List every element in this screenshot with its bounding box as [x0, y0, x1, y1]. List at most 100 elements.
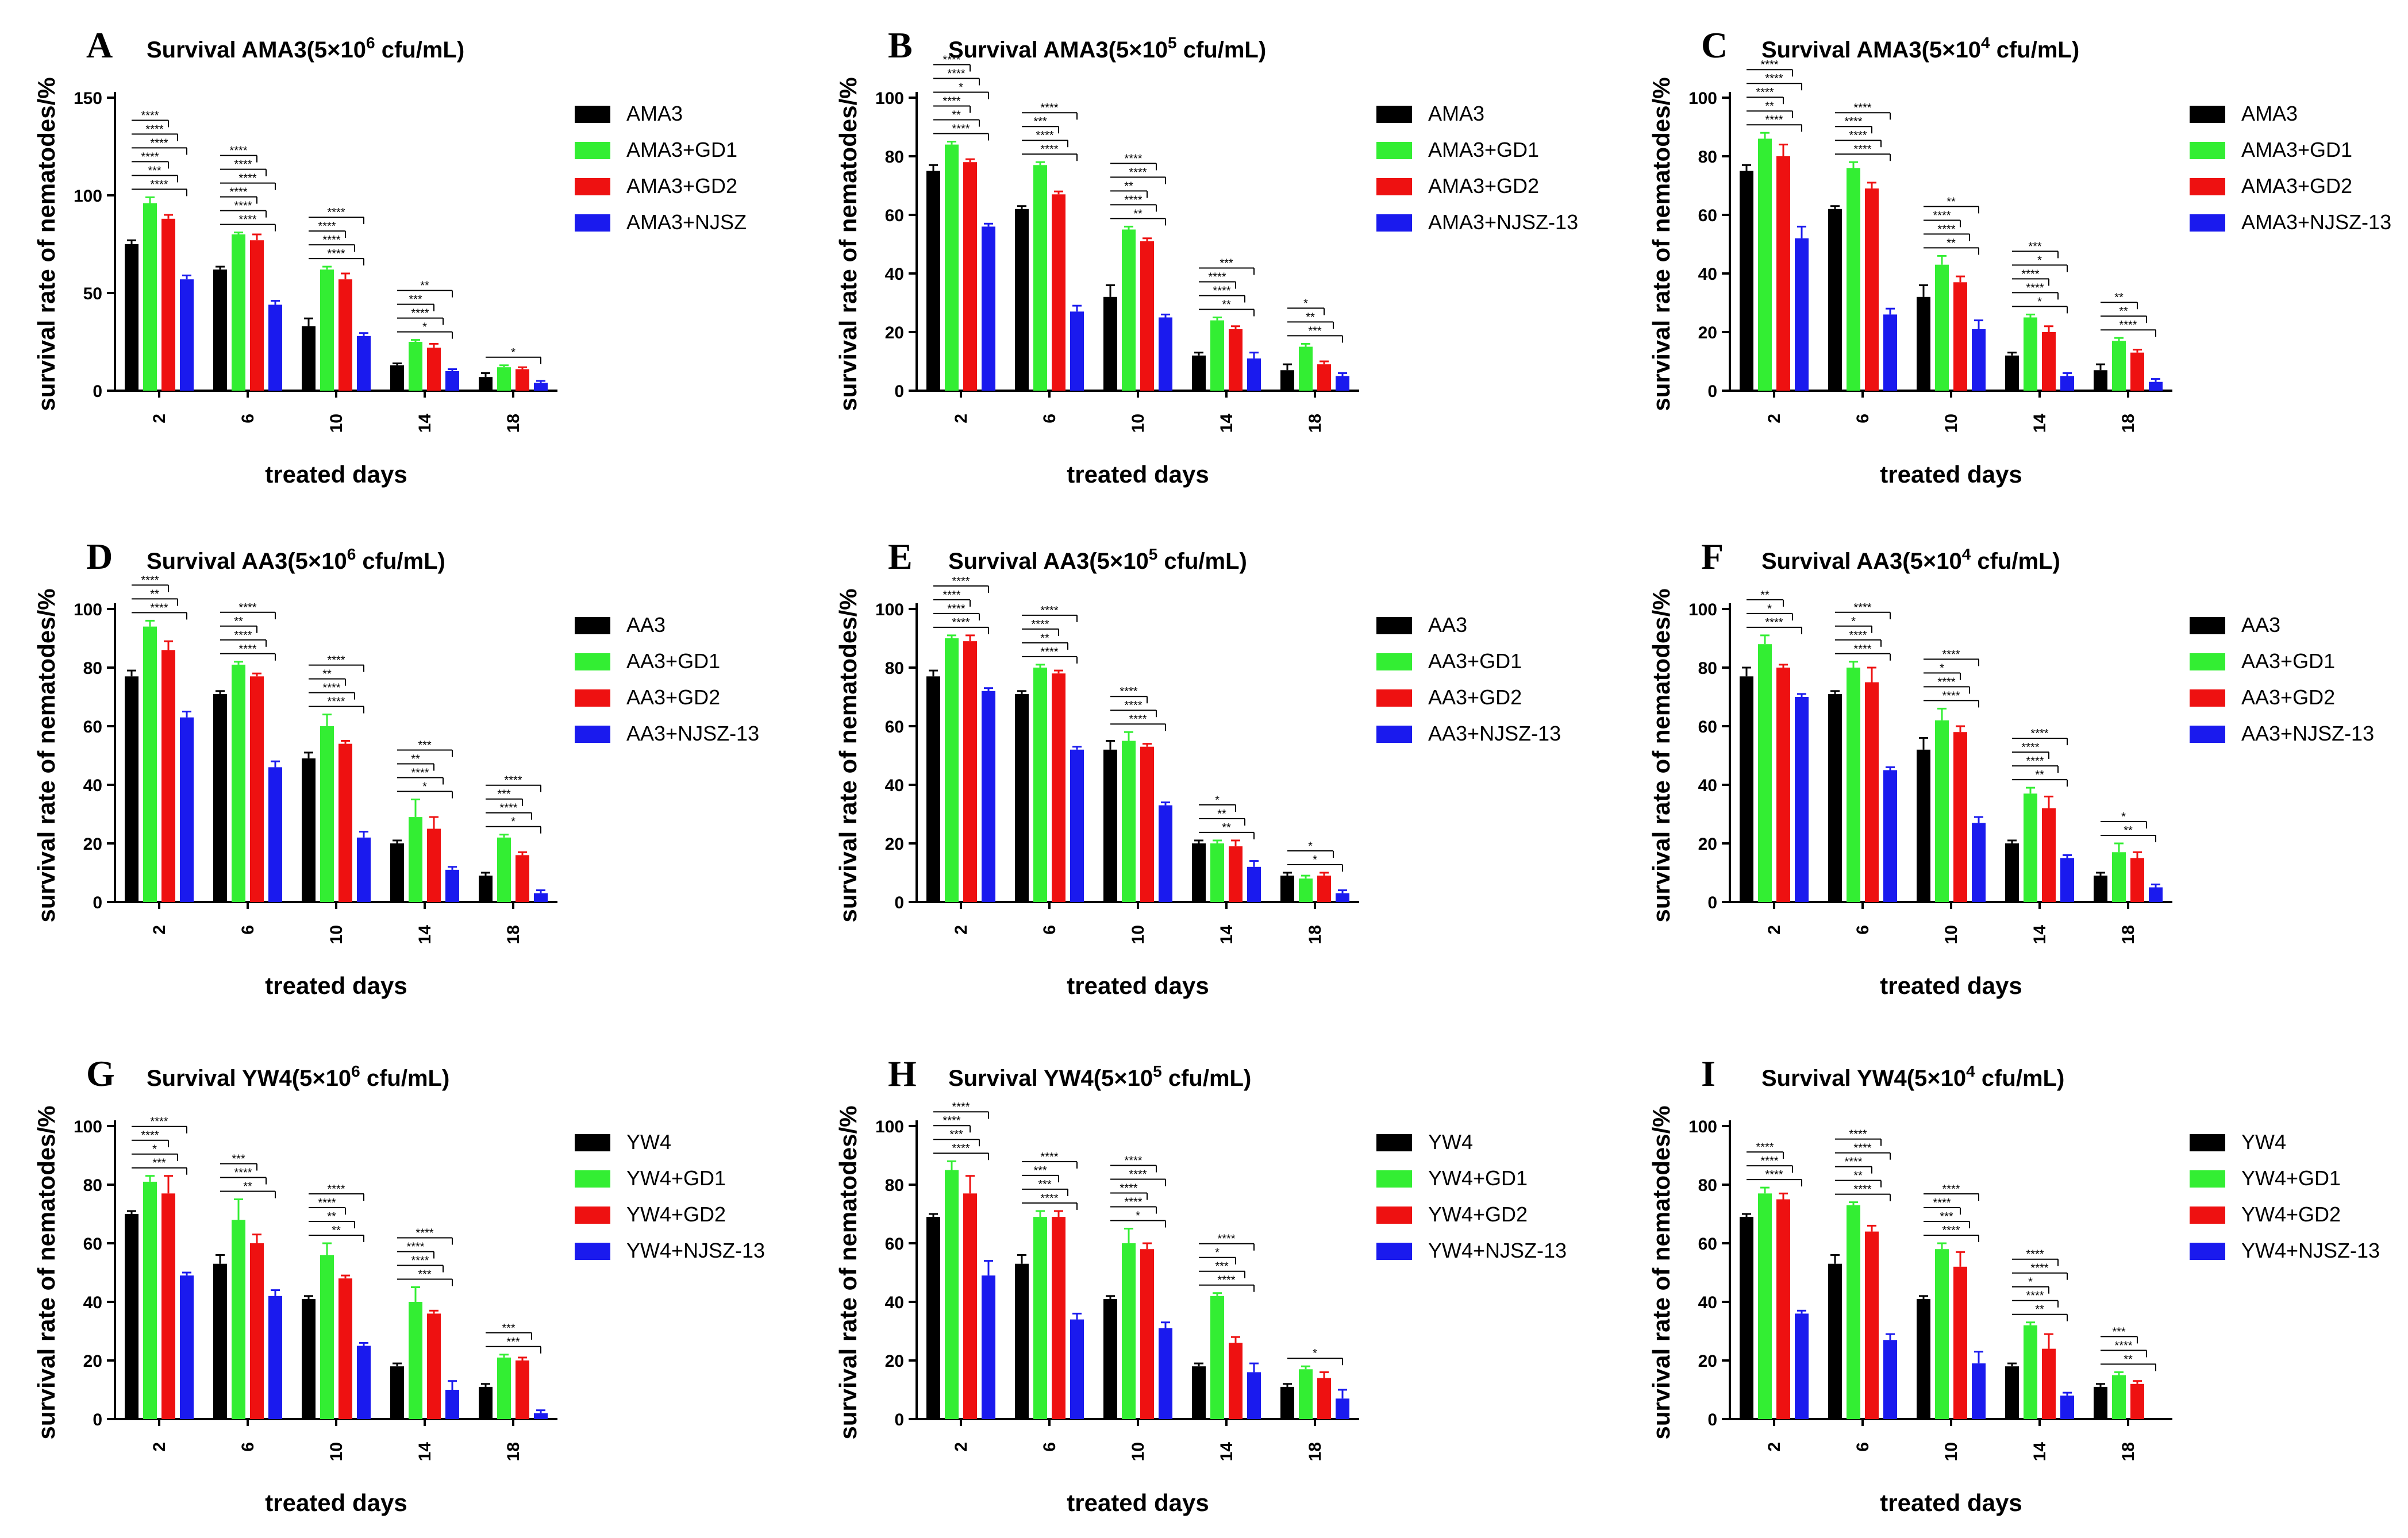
bar: [445, 371, 459, 391]
x-tick-label: 14: [2030, 925, 2049, 945]
x-axis-label: treated days: [1067, 972, 1209, 999]
significance-label: ****: [1213, 285, 1230, 298]
significance-label: *: [2028, 1276, 2033, 1289]
y-tick-label: 0: [93, 1410, 102, 1429]
legend-label: AMA3+GD1: [1428, 138, 1539, 161]
significance-label: ****: [1853, 143, 1871, 156]
bar: [1122, 1243, 1136, 1419]
significance-label: *: [1313, 1347, 1317, 1360]
significance-label: ****: [1849, 1128, 1867, 1141]
significance-label: ****: [1756, 86, 1774, 99]
bar: [516, 855, 529, 902]
bar: [338, 743, 352, 902]
bar: [180, 1275, 194, 1419]
significance-label: **: [2035, 1304, 2044, 1316]
significance-label: ****: [2030, 727, 2048, 740]
bar: [1192, 843, 1206, 902]
significance-label: ****: [2030, 1262, 2048, 1275]
bar: [1229, 1343, 1243, 1419]
bar: [963, 162, 977, 391]
bar: [1935, 264, 1949, 391]
legend-label: AA3: [1428, 613, 1467, 637]
y-tick-label: 60: [1698, 1235, 1717, 1254]
bar: [497, 837, 511, 902]
legend-swatch: [2190, 1206, 2225, 1224]
y-tick-label: 100: [1688, 1117, 1717, 1136]
legend-swatch: [2190, 726, 2225, 743]
significance-label: ***: [409, 294, 422, 306]
bar: [963, 1193, 977, 1419]
bar: [427, 1313, 441, 1419]
y-tick-label: 100: [74, 187, 102, 206]
bar: [1229, 329, 1243, 391]
significance-label: ****: [1942, 1183, 1960, 1196]
x-tick-label: 2: [1765, 925, 1784, 935]
y-tick-label: 20: [885, 835, 904, 854]
legend-swatch: [2190, 653, 2225, 670]
chart-title-prefix: Survival YW4(5×10: [147, 1066, 351, 1091]
y-axis-label: survival rate of nematodes/%: [1648, 77, 1675, 411]
panel-letter: E: [888, 536, 913, 577]
chart-title-exponent: 5: [1168, 34, 1177, 52]
y-tick-label: 60: [885, 1235, 904, 1254]
legend-swatch: [1376, 689, 1412, 707]
x-tick-label: 2: [150, 925, 169, 935]
significance-label: **: [332, 1224, 341, 1237]
bar: [1122, 229, 1136, 391]
legend-label: YW4: [2241, 1130, 2286, 1154]
significance-label: **: [1040, 632, 1049, 645]
chart-title-suffix: cfu/mL): [1177, 37, 1267, 63]
significance-label: ***: [497, 788, 511, 801]
legend-label: YW4+NJSZ-13: [626, 1239, 765, 1262]
x-tick-label: 6: [1040, 414, 1059, 423]
significance-label: ***: [502, 1322, 516, 1335]
significance-label: ****: [1853, 1142, 1871, 1155]
legend-swatch: [575, 178, 610, 195]
significance-label: ****: [1844, 1156, 1862, 1169]
x-tick-label: 2: [1765, 414, 1784, 423]
significance-label: ****: [1040, 1151, 1058, 1163]
bar: [2060, 858, 2074, 902]
y-axis-label: survival rate of nematodes/%: [834, 588, 861, 922]
chart-title-suffix: cfu/mL): [1157, 549, 1247, 574]
significance-label: ****: [1853, 602, 1871, 614]
chart-title-prefix: Survival AMA3(5×10: [1761, 37, 1981, 63]
bar: [180, 279, 194, 391]
significance-label: ****: [1040, 1192, 1058, 1205]
significance-label: ****: [2026, 755, 2044, 768]
bar: [1280, 1386, 1294, 1419]
legend-swatch: [575, 689, 610, 707]
y-tick-label: 20: [1698, 1352, 1717, 1371]
significance-label: ****: [1124, 1196, 1142, 1209]
legend-swatch: [2190, 689, 2225, 707]
bar: [1953, 732, 1967, 902]
legend-label: YW4+NJSZ-13: [2241, 1239, 2380, 1262]
significance-label: ****: [1040, 143, 1058, 156]
x-tick-label: 18: [504, 414, 523, 433]
x-tick-label: 14: [416, 1442, 434, 1462]
bar: [2094, 876, 2107, 902]
x-axis-label: treated days: [1880, 972, 2022, 999]
chart-title: Survival YW4(5×104 cfu/mL): [1761, 1062, 2064, 1091]
panel-letter: C: [1701, 25, 1728, 65]
bar: [1247, 866, 1261, 902]
significance-label: ****: [234, 629, 252, 642]
bar: [268, 1296, 282, 1419]
legend-label: AMA3+NJSZ-13: [1428, 210, 1578, 234]
bar: [2130, 858, 2144, 902]
legend-label: AA3+NJSZ-13: [1428, 722, 1561, 745]
x-axis-label: treated days: [1880, 1489, 2022, 1516]
legend-label: AMA3+GD2: [626, 174, 737, 198]
y-axis-label: survival rate of nematodes/%: [834, 1105, 861, 1439]
legend-label: AMA3: [1428, 102, 1484, 125]
x-tick-label: 6: [1853, 414, 1872, 423]
bar: [2112, 341, 2126, 391]
chart-title-prefix: Survival AMA3(5×10: [147, 37, 366, 63]
bar: [427, 348, 441, 391]
x-tick-label: 14: [1217, 414, 1236, 433]
significance-label: **: [1947, 237, 1956, 249]
bar: [1103, 1298, 1117, 1419]
bar: [926, 676, 940, 902]
bar: [1052, 673, 1065, 902]
y-tick-label: 100: [74, 600, 102, 619]
